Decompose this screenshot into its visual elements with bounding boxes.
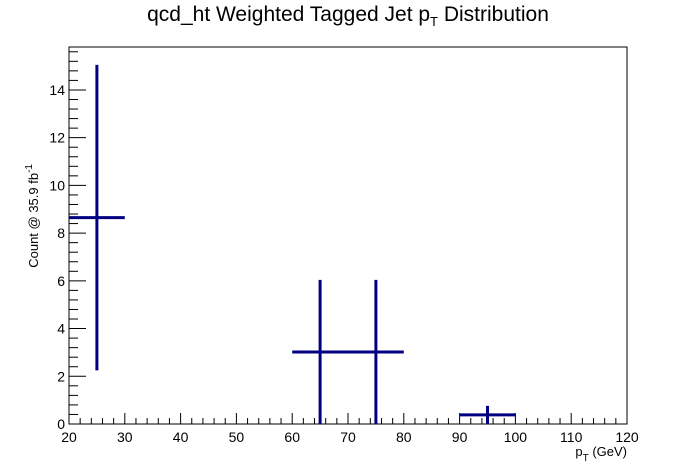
x-axis-title-tail: (GeV) [589, 444, 627, 459]
y-tick-label: 4 [57, 321, 65, 337]
y-tick-label: 0 [57, 416, 65, 432]
data-point [348, 279, 404, 424]
y-axis-title-main: Count @ 35.9 fb [26, 173, 41, 268]
x-axis-title-subscript: T [583, 453, 589, 464]
data-points [69, 64, 516, 424]
y-tick-label: 2 [57, 368, 65, 384]
data-point [69, 64, 125, 371]
y-axis-ticks: 0 2 4 6 8 10 12 14 [49, 51, 86, 432]
y-axis-title: Count @ 35.9 fb-1 [24, 164, 41, 268]
y-axis-title-superscript: -1 [24, 164, 35, 173]
x-tick-label: 120 [615, 429, 639, 445]
plot-frame [68, 46, 628, 425]
y-tick-label: 8 [57, 225, 65, 241]
title-tail: Distribution [438, 3, 549, 26]
x-tick-label: 60 [284, 429, 300, 445]
x-tick-label: 110 [560, 429, 583, 445]
y-tick-label: 14 [49, 82, 65, 98]
x-axis-ticks: 20 30 40 50 60 70 80 90 100 110 120 [61, 413, 639, 445]
title-main: qcd_ht Weighted Tagged Jet p [147, 3, 431, 26]
x-tick-label: 30 [117, 429, 133, 445]
y-tick-label: 10 [49, 177, 65, 193]
y-tick-label: 12 [49, 130, 65, 146]
x-tick-label: 50 [229, 429, 245, 445]
x-tick-label: 90 [452, 429, 468, 445]
data-point [292, 279, 348, 424]
x-tick-label: 80 [396, 429, 412, 445]
plot-frame-border [68, 46, 628, 425]
data-point [459, 405, 516, 424]
y-tick-label: 6 [57, 273, 65, 289]
x-axis-title-main: p [575, 444, 582, 459]
x-tick-label: 40 [173, 429, 189, 445]
x-tick-label: 70 [340, 429, 356, 445]
x-tick-label: 100 [504, 429, 528, 445]
x-tick-label: 20 [61, 429, 77, 445]
title-subscript: T [430, 14, 438, 29]
chart-title: qcd_ht Weighted Tagged Jet pT Distributi… [0, 3, 696, 29]
x-axis-title: pT (GeV) [575, 444, 627, 464]
